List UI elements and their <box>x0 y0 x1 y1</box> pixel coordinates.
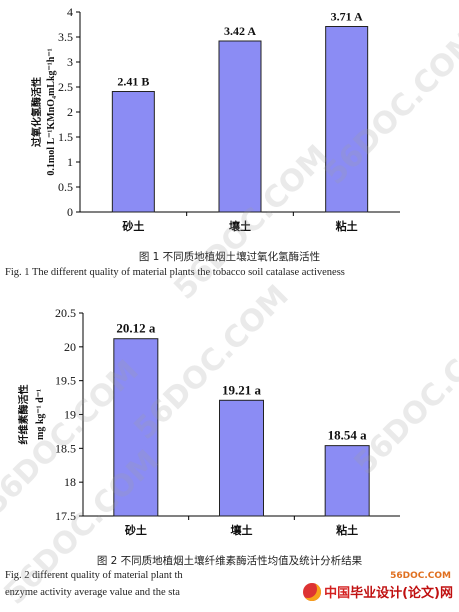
x-tick-label: 壤土 <box>229 219 251 233</box>
site-logo: 中国 毕业设计(论文)网 <box>303 582 453 601</box>
y-axis-unit-label: 0.1mol L⁻¹KMnO₄mLkg⁻¹h⁻¹ <box>46 48 57 175</box>
y-tick-label: 1 <box>67 155 73 169</box>
chart-cellulase: 17.5 18 18.5 19 19.5 20 20.5 20.12 a 砂土 19.21 a 壤土… <box>17 306 400 537</box>
logo-brand-cn: 中国 <box>324 586 351 601</box>
logo-site: 56DOC.COM <box>390 571 451 581</box>
y-tick-label: 18.5 <box>55 441 76 455</box>
logo-icon <box>303 582 322 601</box>
figure2-caption-en-line1: Fig. 2 different quality of material pla… <box>5 570 183 581</box>
y-tick-label: 2.5 <box>58 80 73 94</box>
y-tick-label: 2 <box>67 105 73 119</box>
x-tick-label: 砂土 <box>125 523 147 537</box>
data-label: 3.71 A <box>331 10 363 24</box>
y-tick-label: 0.5 <box>58 180 73 194</box>
bar <box>324 445 370 517</box>
chart-catalase: 0 0.5 1 1.5 2 2.5 3 3.5 4 2.41 B 砂土 3.42 A 壤土 3.71 A 粘… <box>30 5 400 233</box>
bar <box>111 91 155 213</box>
y-tick-label: 17.5 <box>55 509 76 523</box>
y-tick-label: 3.5 <box>58 30 73 44</box>
data-label: 3.42 A <box>224 24 256 38</box>
bar <box>219 399 264 517</box>
bar <box>218 40 262 213</box>
x-tick-label: 砂土 <box>122 219 144 233</box>
y-tick-label: 3 <box>67 55 73 69</box>
y-tick-label: 19.5 <box>55 374 76 388</box>
figure1-caption-cn: 图 1 不同质地植烟土壤过氧化氢酶活性 <box>138 251 321 263</box>
bar <box>325 26 369 213</box>
y-axis-unit-label: mg kg⁻¹ d⁻¹ <box>35 389 46 440</box>
y-axis-label: 过氧化氢酶活性 <box>30 77 43 147</box>
y-tick-label: 20 <box>64 340 76 354</box>
data-label: 19.21 a <box>222 382 262 397</box>
bar <box>113 338 159 517</box>
x-tick-label: 壤土 <box>231 523 253 537</box>
data-label: 2.41 B <box>117 75 149 89</box>
figure2-caption-cn: 图 2 不同质地植烟土壤纤维素酶活性均值及统计分析结果 <box>96 555 363 567</box>
y-tick-label: 4 <box>67 5 73 19</box>
y-tick-label: 0 <box>67 205 73 219</box>
x-tick-label: 粘土 <box>336 219 358 233</box>
y-tick-label: 1.5 <box>58 130 73 144</box>
y-axis-label: 纤维素酶活性 <box>17 385 30 445</box>
y-tick-label: 18 <box>64 475 76 489</box>
x-tick-label: 粘土 <box>336 523 358 537</box>
figure1-caption-en: Fig. 1 The different quality of material… <box>5 267 345 278</box>
figure2-caption-en-line2: enzyme activity average value and the st… <box>5 587 180 598</box>
data-label: 18.54 a <box>328 428 368 443</box>
y-tick-label: 19 <box>64 408 76 422</box>
data-label: 20.12 a <box>116 321 156 336</box>
logo-brand-main: 毕业设计(论文)网 <box>350 586 453 601</box>
y-tick-label: 20.5 <box>55 306 76 320</box>
